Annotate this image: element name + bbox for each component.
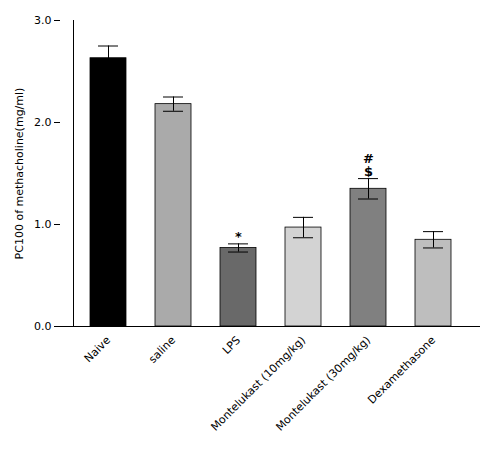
svg-text:Dexamethasone: Dexamethasone	[365, 334, 438, 407]
svg-text:$: $	[364, 164, 373, 179]
svg-text:Naive: Naive	[82, 334, 113, 365]
svg-text:2.0: 2.0	[34, 116, 52, 129]
svg-text:Montelukast (10mg/kg): Montelukast (10mg/kg)	[208, 333, 309, 434]
svg-text:LPS: LPS	[220, 334, 243, 357]
svg-text:Montelukast (30mg/kg): Montelukast (30mg/kg)	[273, 334, 373, 434]
svg-text:1.0: 1.0	[34, 218, 52, 231]
svg-text:3.0: 3.0	[34, 14, 52, 27]
svg-text:saline: saline	[146, 334, 178, 366]
svg-text:PC100 of methacholine(mg/ml): PC100 of methacholine(mg/ml)	[13, 88, 26, 260]
svg-text:0.0: 0.0	[34, 320, 52, 333]
svg-text:*: *	[235, 229, 242, 244]
